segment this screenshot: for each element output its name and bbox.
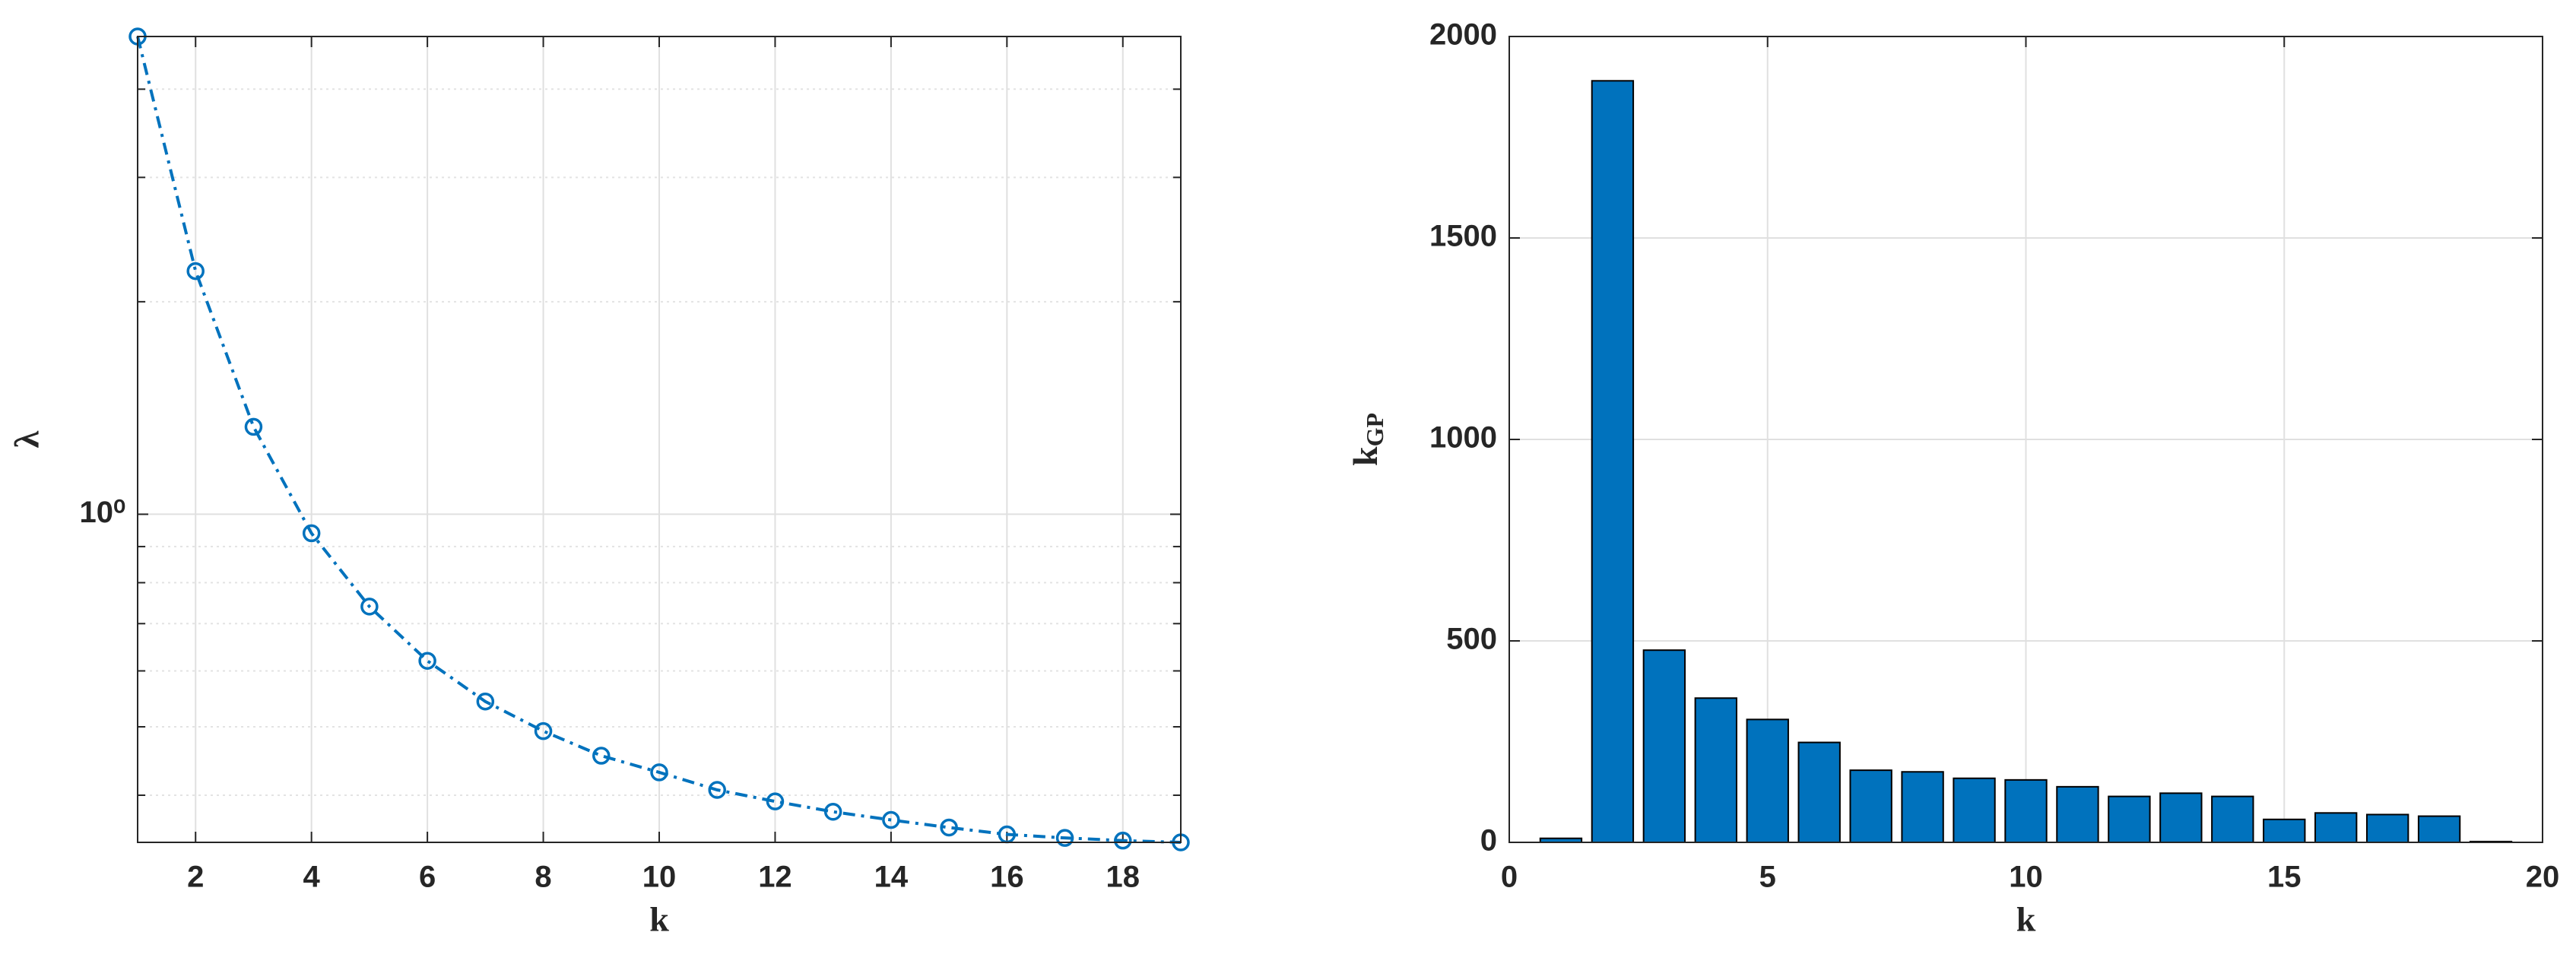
marker xyxy=(534,721,553,740)
x-tick-label: 15 xyxy=(2267,861,2302,894)
y-axis-label-sub: GP xyxy=(1361,413,1388,446)
x-tick-label: 16 xyxy=(990,861,1024,894)
bar xyxy=(1953,777,1996,843)
bar xyxy=(1849,769,1892,844)
x-tick-label: 10 xyxy=(2009,861,2043,894)
bar xyxy=(2417,815,2461,844)
x-tick-label: 8 xyxy=(535,861,551,894)
marker xyxy=(882,810,900,829)
marker xyxy=(476,692,495,711)
y-tick-label: 1500 xyxy=(1429,220,1497,253)
x-tick-label: 12 xyxy=(758,861,792,894)
x-tick-label: 4 xyxy=(303,861,321,894)
data-line xyxy=(136,36,1182,844)
bar xyxy=(2159,792,2203,843)
marker xyxy=(360,598,379,616)
bar xyxy=(1901,771,1944,843)
bar xyxy=(2108,795,2151,843)
x-tick-label: 5 xyxy=(1759,861,1776,894)
marker xyxy=(186,262,205,281)
bar xyxy=(2314,812,2358,844)
x-tick-label: 20 xyxy=(2526,861,2560,894)
marker xyxy=(940,818,958,837)
x-tick-label: 6 xyxy=(419,861,436,894)
axes-box xyxy=(1508,36,2543,843)
marker xyxy=(766,792,785,810)
bar xyxy=(1694,697,1737,844)
bar xyxy=(2263,818,2306,844)
marker xyxy=(418,652,436,670)
x-tick-label: 0 xyxy=(1501,861,1518,894)
marker xyxy=(244,417,263,436)
bar xyxy=(2004,778,2048,843)
marker xyxy=(1114,831,1132,850)
bar xyxy=(1591,80,1635,844)
bar xyxy=(1642,649,1686,843)
y-axis-label: λ xyxy=(8,430,46,448)
y-tick-label: 0 xyxy=(1480,824,1497,858)
bar xyxy=(1746,718,1789,843)
bar xyxy=(1797,741,1841,843)
y-tick-label: 10⁰ xyxy=(79,496,125,529)
y-axis-label: kGP xyxy=(1346,413,1389,466)
y-tick-label: 1000 xyxy=(1429,421,1497,455)
x-tick-label: 18 xyxy=(1106,861,1140,894)
marker xyxy=(650,763,668,782)
y-tick-label: 2000 xyxy=(1429,18,1497,52)
x-axis-label: k xyxy=(2016,900,2036,939)
bar xyxy=(2211,795,2254,843)
y-axis-label-base: k xyxy=(1346,446,1385,466)
bar xyxy=(2056,785,2099,843)
y-tick-label: 500 xyxy=(1446,623,1497,656)
marker xyxy=(302,524,321,543)
marker xyxy=(1055,829,1074,847)
bar xyxy=(2365,813,2409,844)
marker xyxy=(592,747,611,765)
x-axis-label: k xyxy=(649,900,669,939)
marker xyxy=(823,802,842,821)
marker xyxy=(708,781,726,799)
x-tick-label: 14 xyxy=(874,861,909,894)
x-tick-label: 10 xyxy=(642,861,677,894)
axes-box xyxy=(137,36,1182,843)
x-tick-label: 2 xyxy=(187,861,204,894)
